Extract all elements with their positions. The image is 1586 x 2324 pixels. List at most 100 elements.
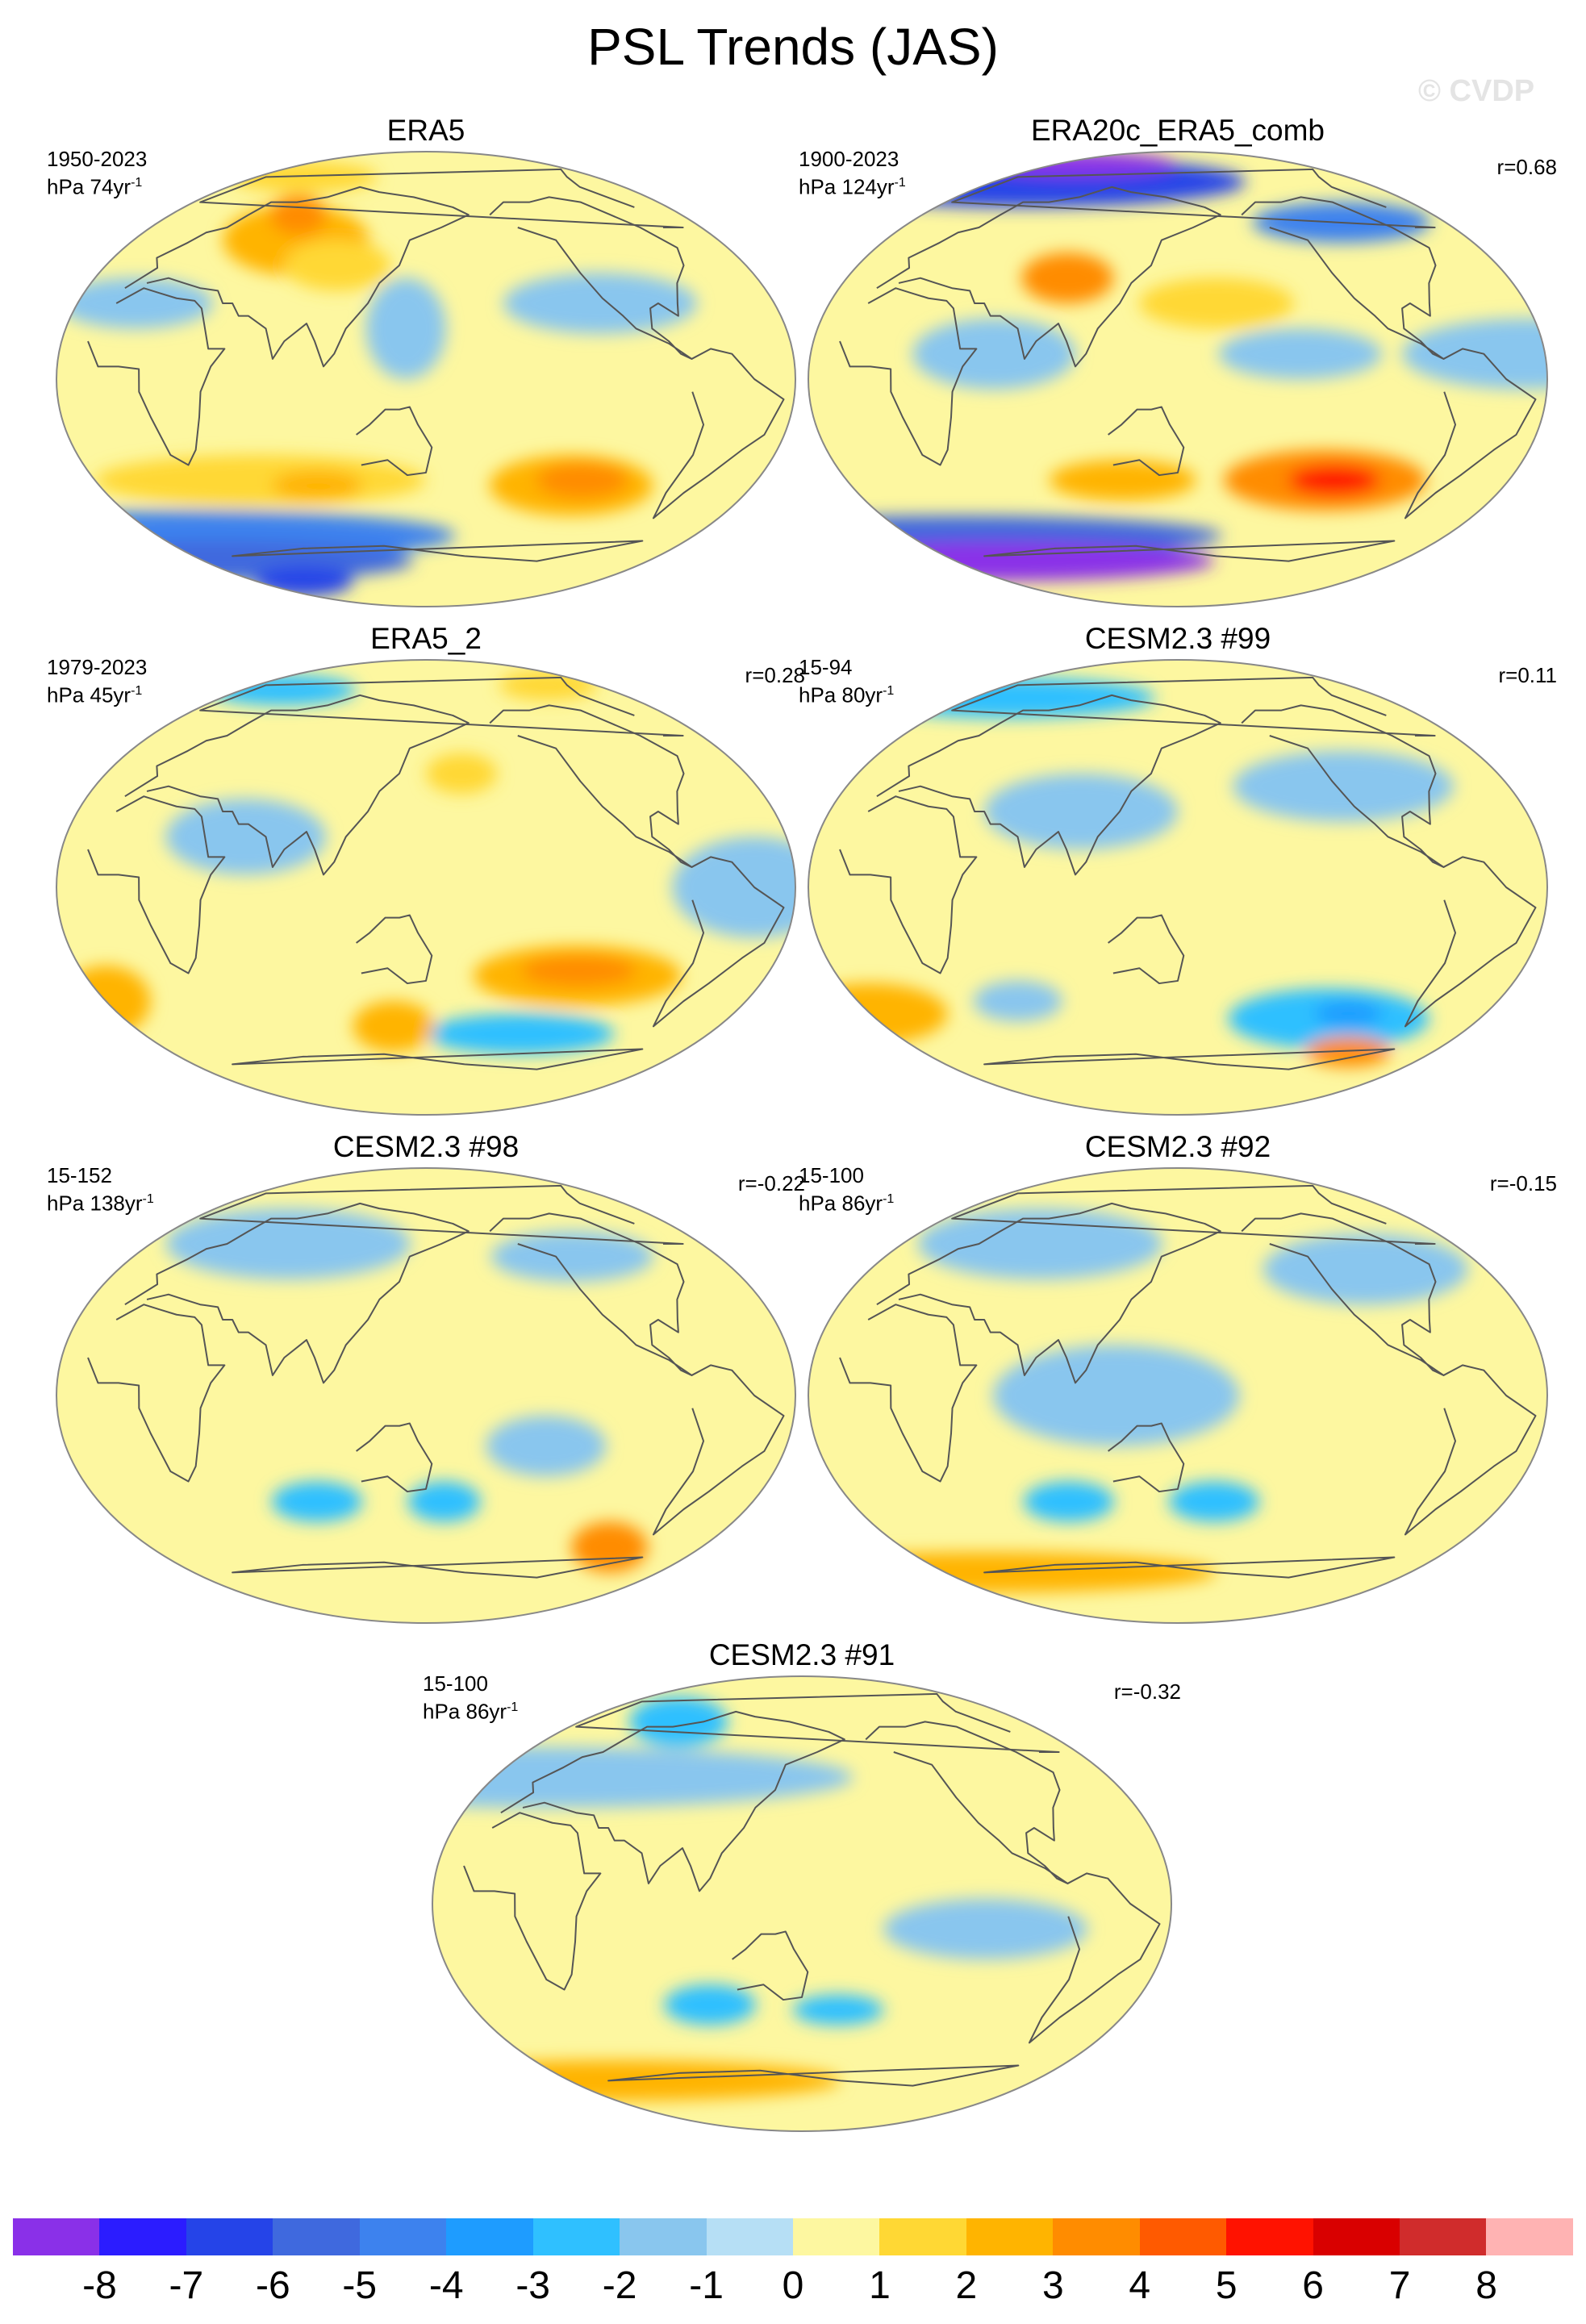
colorbar-tick-label: -4 <box>428 2264 464 2307</box>
panel-units: hPa 86yr-1 <box>423 1699 519 1724</box>
panel-period: 15-94 <box>799 655 853 679</box>
trend-region <box>503 273 697 334</box>
colorbar-cell <box>879 2218 966 2255</box>
trend-region <box>859 677 1156 719</box>
trend-region <box>269 194 327 236</box>
colorbar-cell <box>706 2218 793 2255</box>
coastline <box>1404 348 1537 519</box>
trend-region <box>883 1898 1088 1959</box>
trend-region <box>1218 328 1382 379</box>
coastline <box>232 540 644 562</box>
map-era5-2 <box>56 659 796 1116</box>
panel-correlation: r=0.68 <box>1496 155 1557 179</box>
panel-units: hPa 86yr-1 <box>799 1191 895 1216</box>
colorbar-tick-label: -8 <box>82 2264 117 2307</box>
trend-region <box>808 156 1246 207</box>
coastline <box>87 1304 226 1483</box>
panel-period: 15-100 <box>799 1163 864 1187</box>
trend-region <box>407 1481 481 1522</box>
coastline <box>839 1304 978 1483</box>
colorbar-tick-label: 4 <box>1129 2264 1151 2307</box>
colorbar-tick-label: 6 <box>1302 2264 1324 2307</box>
panel-period: 15-152 <box>47 1163 112 1187</box>
trend-region <box>536 462 628 499</box>
map-cesm-99 <box>808 659 1548 1116</box>
coastline <box>356 406 433 477</box>
colorbar-cell <box>792 2218 880 2255</box>
panel-correlation: r=0.28 <box>745 663 805 687</box>
colorbar-tick-label: 1 <box>869 2264 891 2307</box>
panel-title: CESM2.3 #91 <box>708 1638 895 1671</box>
coastline <box>652 856 785 1028</box>
coastline <box>839 795 978 974</box>
map-cesm-98 <box>56 1167 796 1624</box>
trend-region <box>792 1994 884 2026</box>
panel-correlation: r=-0.15 <box>1489 1171 1557 1195</box>
map-outline <box>56 659 796 1116</box>
trend-region <box>58 277 214 329</box>
coastline <box>1028 1872 1161 2044</box>
trend-region <box>426 1013 615 1054</box>
map-background <box>56 1168 795 1623</box>
coastline <box>951 1184 1436 1245</box>
map-era5 <box>56 151 796 607</box>
coastline <box>489 1212 693 1376</box>
colorbar-cell <box>1139 2218 1227 2255</box>
trend-region <box>1288 465 1380 496</box>
trend-region <box>353 1001 435 1052</box>
panel-title: CESM2.3 #99 <box>1084 622 1271 655</box>
panel-era20c-era5-comb: ERA20c_ERA5_comb 1900-2023 hPa 124yr-1 r… <box>799 113 1557 613</box>
coastline <box>951 168 1436 228</box>
map-outline <box>808 659 1548 1116</box>
coastline <box>1241 1212 1445 1376</box>
coastline <box>1108 1422 1185 1493</box>
panel-correlation: r=-0.32 <box>1113 1679 1181 1704</box>
trend-region <box>490 1231 653 1282</box>
colorbar-cell <box>99 2218 186 2255</box>
colorbar-cell <box>13 2218 100 2255</box>
map-outline <box>56 1167 796 1624</box>
colorbar-tick-label: -2 <box>602 2264 637 2307</box>
coastline <box>1404 856 1537 1028</box>
colorbar-ticks: -8 -7 -6 -5 -4 -3 -2 -1 0 1 2 3 4 5 6 7 8 <box>13 2264 1573 2312</box>
coastline <box>489 196 693 360</box>
coastline <box>124 186 470 368</box>
coastline <box>876 186 1221 368</box>
trend-region <box>973 980 1062 1022</box>
coastline <box>865 1721 1069 1884</box>
colorbar-cell <box>1313 2218 1400 2255</box>
panel-correlation: r=-0.22 <box>737 1171 805 1195</box>
map-outline <box>808 1167 1548 1624</box>
coastline <box>983 1048 1396 1070</box>
trend-region <box>1023 1481 1115 1522</box>
coastline <box>199 676 684 736</box>
colorbar-cell <box>532 2218 620 2255</box>
coastline <box>356 1422 433 1493</box>
trend-region <box>365 277 446 379</box>
trend-region <box>912 318 1076 390</box>
colorbar-tick-label: 0 <box>782 2264 804 2307</box>
colorbar-cell <box>1400 2218 1487 2255</box>
coastline <box>951 676 1436 736</box>
trend-region <box>571 1521 648 1573</box>
trend-region <box>271 469 363 501</box>
panel-title: CESM2.3 #98 <box>332 1130 520 1163</box>
trend-region <box>426 753 498 795</box>
colorbar-tick-label: 7 <box>1388 2264 1411 2307</box>
coastline <box>124 1202 470 1384</box>
trend-region <box>1402 318 1547 390</box>
colorbar-cell <box>1226 2218 1313 2255</box>
colorbar-tick-label: 2 <box>955 2264 978 2307</box>
panel-cesm-91: CESM2.3 #91 15-100 hPa 86yr-1 r=-0.32 <box>423 1638 1181 2138</box>
trend-region <box>1139 277 1294 329</box>
panel-units: hPa 80yr-1 <box>799 682 895 707</box>
coastline <box>463 1812 602 1991</box>
coastline <box>983 1556 1396 1579</box>
coastline <box>87 795 226 974</box>
panel-title: ERA5_2 <box>370 622 482 655</box>
panel-era5: ERA5 1950-2023 hPa 74yr-1 <box>47 113 805 613</box>
trend-region <box>984 774 1178 849</box>
colorbar-tick-label: -5 <box>342 2264 378 2307</box>
trend-region <box>208 674 357 706</box>
map-cesm-92 <box>808 1167 1548 1624</box>
